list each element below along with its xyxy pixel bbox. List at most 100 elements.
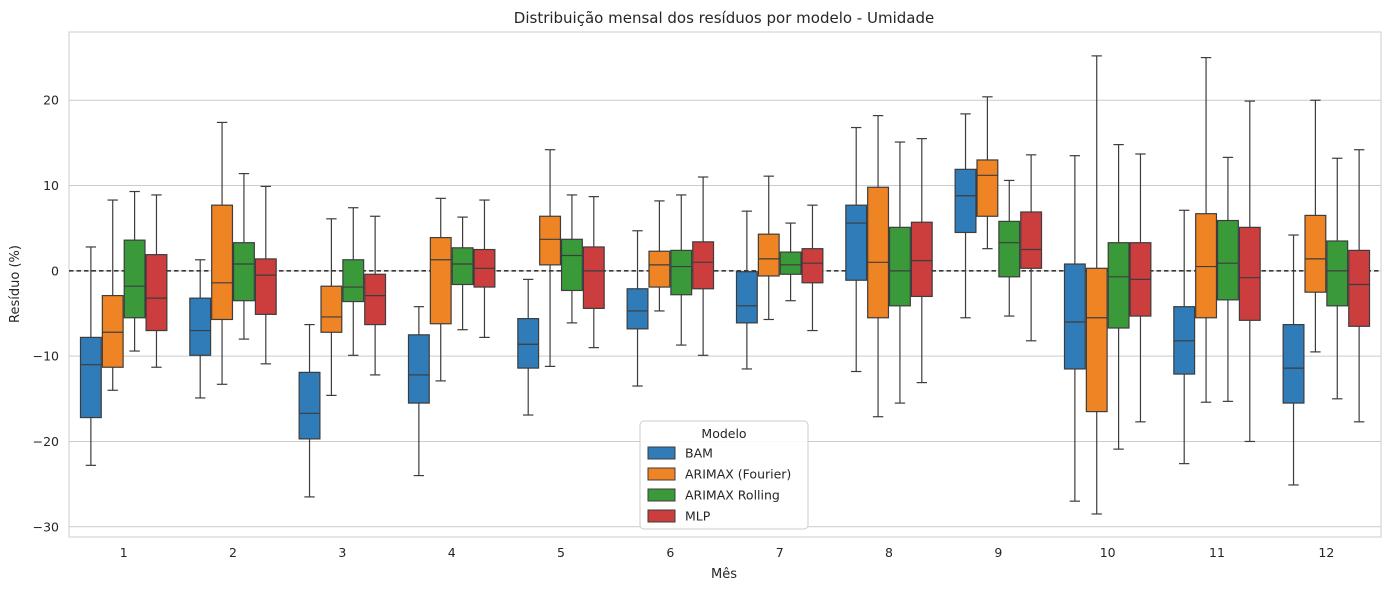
legend-item: MLP [647,509,711,524]
iqr-box [232,242,255,302]
box-plot-mark [342,207,365,356]
box-plot-mark [1173,209,1196,465]
x-tick-label: 6 [666,545,674,560]
box-plot-mark [1195,56,1218,403]
box-plot-mark [867,114,890,418]
iqr-box [364,273,387,326]
iqr-box [867,186,890,319]
box-plot-mark [670,194,693,346]
box-plot-mark [582,196,605,349]
box-plot-mark [1304,99,1327,353]
box-plot-mark [1348,149,1371,423]
iqr-box [888,226,911,307]
box-plot-mark [1085,55,1108,515]
iqr-box [560,238,583,292]
iqr-box [648,250,671,288]
box-plot-mark [954,113,977,319]
iqr-box [1304,214,1327,293]
box-plot-mark [998,179,1021,317]
x-tick-label: 10 [1100,545,1116,560]
box-plot-mark [123,190,146,352]
box-plot-mark [1216,156,1239,402]
box-plot-mark [298,323,321,498]
iqr-box [1348,249,1371,327]
legend-label: ARIMAX (Fourier) [685,467,791,482]
iqr-box [779,251,802,275]
iqr-box [451,247,474,286]
box-plot-mark [1238,100,1261,443]
iqr-box [801,248,824,284]
iqr-box [320,285,343,333]
box-plot-mark [429,197,452,382]
iqr-box [145,254,168,332]
box-plot-mark [473,199,496,338]
iqr-box [1282,323,1305,404]
y-tick-label: 10 [43,178,59,193]
iqr-box [342,259,365,303]
iqr-box [407,334,430,404]
legend-swatch [647,509,676,523]
iqr-box [998,220,1021,278]
y-tick-label: 20 [43,93,59,108]
box-plot-mark [189,259,212,399]
iqr-box [845,204,868,281]
legend-label: MLP [685,509,711,524]
box-plot-mark [976,96,999,250]
y-axis-label: Resíduo (%) [8,245,23,323]
iqr-box [189,297,212,356]
iqr-box [954,168,977,234]
box-plot-mark [364,215,387,376]
box-plot-mark [407,306,430,477]
box-plot-mark [539,149,562,367]
box-plot-mark [779,222,802,302]
iqr-box [670,249,693,296]
box-plot-mark [560,194,583,324]
legend-title: Modelo [701,426,746,441]
x-tick-label: 12 [1318,545,1334,560]
iqr-box [735,271,758,324]
x-tick-label: 2 [229,545,237,560]
box-plot-mark [254,185,277,365]
box-plot-mark [1063,155,1086,502]
iqr-box [101,294,124,368]
box-plot-mark [517,278,540,416]
x-tick-label: 3 [338,545,346,560]
box-plot-mark [1107,144,1130,450]
box-plot-mark [211,121,234,385]
box-plot-mark [1020,154,1043,342]
legend-swatch [647,467,676,481]
iqr-box [976,159,999,217]
iqr-box [757,233,780,277]
box-plot-mark [232,173,255,340]
legend-item: BAM [647,446,713,461]
box-plot-mark [1129,153,1152,423]
legend-item: ARIMAX (Fourier) [647,467,791,482]
box-plot-mark [735,210,758,370]
y-tick-label: −20 [33,434,59,449]
box-plot-mark [648,200,671,312]
x-tick-label: 1 [120,545,128,560]
x-tick-label: 11 [1209,545,1225,560]
iqr-box [1107,242,1130,329]
iqr-box [298,371,321,440]
box-plot-mark [910,138,933,384]
x-tick-label: 4 [448,545,456,560]
y-tick-labels: −30 −20 −10 0 10 20 [33,93,59,535]
box-plot-mark [888,141,911,404]
x-tick-label: 8 [885,545,893,560]
series-arimax-rolling [123,141,1349,450]
box-plot-mark [101,199,124,391]
iqr-box [910,221,933,298]
iqr-box [1326,240,1349,307]
iqr-box [211,204,234,321]
series-arimax-fourier [101,55,1327,515]
box-plot-mark [757,175,780,321]
iqr-box [79,336,102,419]
box-plot-mark [1282,234,1305,486]
iqr-box [1238,226,1261,321]
legend: Modelo BAM ARIMAX (Fourier) ARIMAX Rolling… [639,420,809,530]
legend-item: ARIMAX Rolling [647,488,780,503]
box-plot-mark [145,194,168,368]
x-tick-labels: 1 2 3 4 5 6 7 8 9 10 11 12 [120,545,1335,560]
